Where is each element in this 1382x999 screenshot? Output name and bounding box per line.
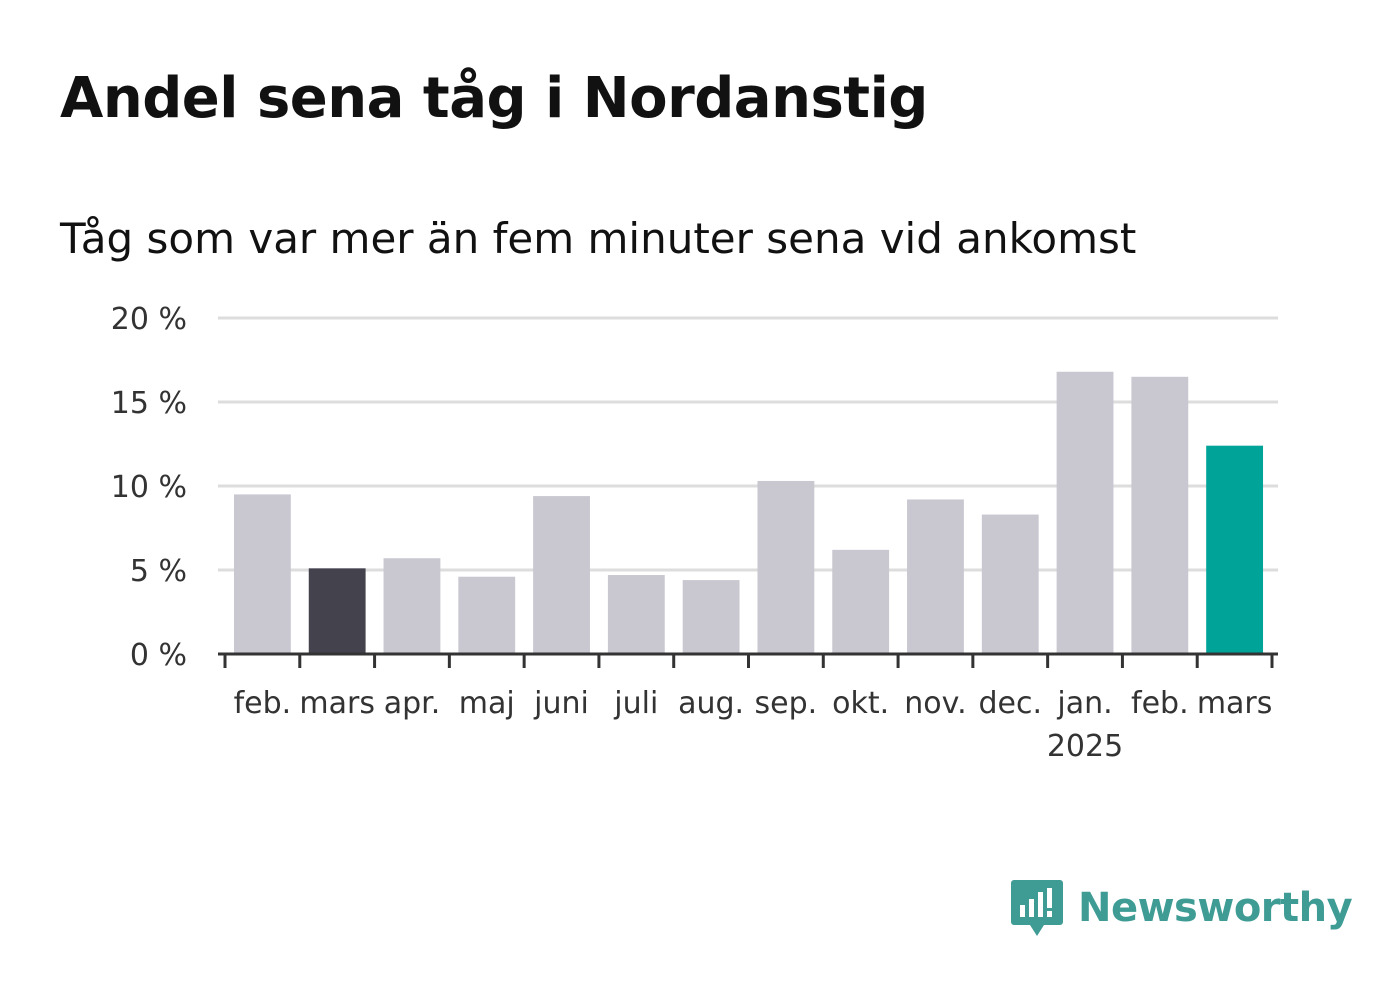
bar bbox=[907, 499, 964, 654]
bar bbox=[383, 558, 441, 654]
bar bbox=[533, 496, 590, 654]
bar bbox=[757, 480, 815, 654]
newsworthy-chart-bubble-icon bbox=[1011, 880, 1063, 936]
bar bbox=[607, 575, 665, 654]
brand-name: Newsworthy bbox=[1078, 885, 1353, 931]
chart-title: Andel sena tåg i Nordanstig bbox=[60, 66, 928, 131]
y-tick-label: 0 % bbox=[130, 638, 187, 673]
bar bbox=[458, 576, 516, 654]
grid-lines bbox=[218, 316, 1278, 572]
x-tick-label: juli bbox=[613, 686, 658, 721]
bar bbox=[1206, 445, 1264, 654]
y-tick-label: 5 % bbox=[130, 554, 187, 589]
x-tick-label: apr. bbox=[384, 686, 441, 721]
x-tick-label: mars bbox=[299, 686, 375, 721]
y-tick-label: 15 % bbox=[111, 386, 187, 421]
x-tick-label: okt. bbox=[832, 686, 889, 721]
chart-subtitle: Tåg som var mer än fem minuter sena vid … bbox=[60, 214, 1137, 263]
x-tick-label: sep. bbox=[755, 686, 818, 721]
x-tick-label: feb. bbox=[234, 686, 292, 721]
bars bbox=[233, 371, 1264, 654]
x-year-label: 2025 bbox=[1047, 729, 1123, 764]
y-axis-tick-labels: 0 % 5 % 10 % 15 % 20 % bbox=[111, 302, 187, 673]
x-axis bbox=[218, 652, 1278, 668]
y-tick-label: 10 % bbox=[111, 470, 187, 505]
x-tick-label: maj bbox=[459, 686, 515, 721]
bar bbox=[682, 580, 740, 654]
bar bbox=[832, 549, 890, 654]
x-tick-label: aug. bbox=[678, 686, 744, 721]
x-tick-label: jan. bbox=[1056, 686, 1112, 721]
x-tick-label: juni bbox=[533, 686, 589, 721]
bar bbox=[308, 568, 366, 654]
x-tick-label: nov. bbox=[904, 686, 966, 721]
bar bbox=[981, 514, 1039, 654]
x-axis-tick-labels: feb. mars apr. maj juni juli aug. sep. okt. nov. d… bbox=[234, 686, 1273, 764]
x-tick-label: feb. bbox=[1131, 686, 1189, 721]
x-tick-label: dec. bbox=[978, 686, 1042, 721]
bar bbox=[233, 494, 291, 654]
y-tick-label: 20 % bbox=[111, 302, 187, 337]
bar bbox=[1056, 371, 1114, 654]
x-tick-label: mars bbox=[1197, 686, 1273, 721]
newsworthy-logo: Newsworthy bbox=[1010, 878, 1353, 938]
bar bbox=[1131, 376, 1189, 654]
